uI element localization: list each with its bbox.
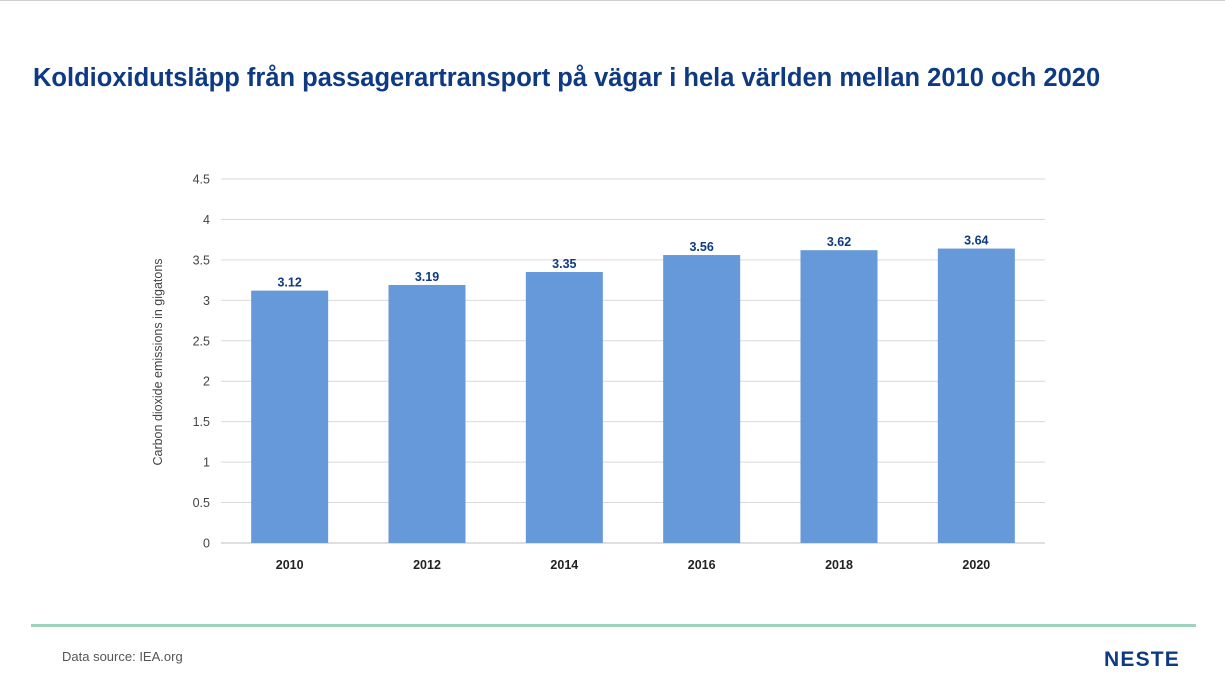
y-tick-label: 2: [203, 375, 210, 389]
bar-value-label: 3.12: [277, 276, 301, 290]
bar: [388, 284, 466, 543]
bar-value-label: 3.35: [552, 257, 576, 271]
bars: [251, 248, 1015, 543]
y-tick-label: 3.5: [193, 253, 210, 267]
bar-value-label: 3.19: [415, 270, 439, 284]
bar: [251, 290, 329, 543]
data-source-note: Data source: IEA.org: [62, 649, 183, 664]
x-tick-label: 2016: [688, 558, 716, 572]
bar: [663, 255, 741, 543]
bar: [800, 250, 878, 543]
x-tick-label: 2014: [550, 558, 578, 572]
y-axis-ticks: 0 0.5 1 1.5 2 2.5 3 3.5 4 4.5: [193, 173, 210, 551]
bar-value-label: 3.62: [827, 235, 851, 249]
bar: [525, 272, 603, 543]
gridlines: [221, 178, 1045, 544]
y-tick-label: 4: [203, 213, 210, 227]
y-tick-label: 2.5: [193, 334, 210, 348]
bar-value-label: 3.64: [964, 234, 988, 248]
footer-divider: [31, 624, 1196, 627]
y-axis-label: Carbon dioxide emissions in gigatons: [151, 258, 165, 465]
y-tick-label: 1.5: [193, 415, 210, 429]
neste-logo: NESTE: [1104, 648, 1181, 671]
top-border-line: [0, 0, 1225, 1]
x-tick-label: 2020: [962, 558, 990, 572]
x-axis-ticks: 2010 2012 2014 2016 2018 2020: [276, 558, 991, 572]
data-labels: 3.12 3.19 3.35 3.56 3.62 3.64: [277, 234, 988, 290]
x-tick-label: 2018: [825, 558, 853, 572]
y-tick-label: 1: [203, 456, 210, 470]
bar: [937, 248, 1015, 543]
bar-chart: 0 0.5 1 1.5 2 2.5 3 3.5 4 4.5 3.12 3.19 3.35 3.56 3.6…: [151, 173, 1045, 572]
x-tick-label: 2012: [413, 558, 441, 572]
x-tick-label: 2010: [276, 558, 304, 572]
bar-value-label: 3.56: [689, 240, 713, 254]
y-tick-label: 3: [203, 294, 210, 308]
chart-title: Koldioxidutsläpp från passagerartranspor…: [33, 64, 1101, 92]
y-tick-label: 4.5: [193, 173, 210, 187]
y-tick-label: 0: [203, 537, 210, 551]
y-tick-label: 0.5: [193, 496, 210, 510]
